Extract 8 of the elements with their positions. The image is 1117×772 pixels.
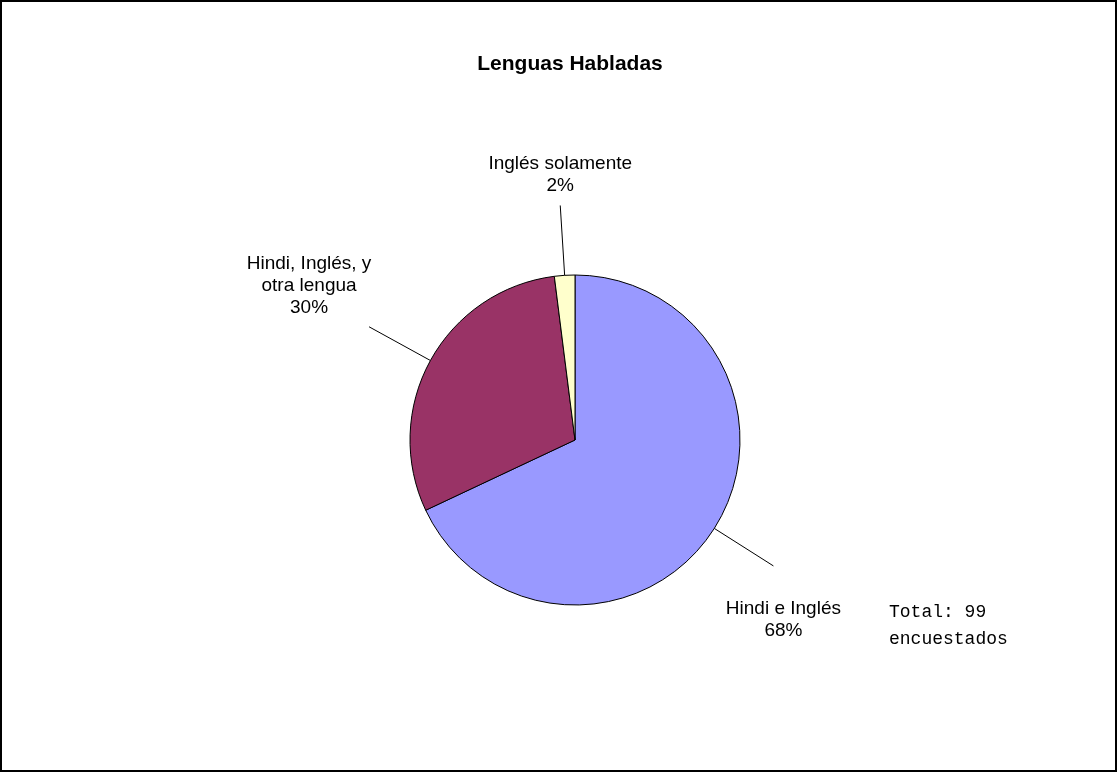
data-label: 68% xyxy=(764,618,803,640)
chart-title: Lenguas Habladas xyxy=(477,51,663,74)
data-label: 30% xyxy=(290,295,329,317)
slice-label: Hindi e Inglés xyxy=(725,596,841,618)
slice-label: Inglés solamente xyxy=(488,152,633,174)
slice-label: Hindi, Inglés, y otra lengua xyxy=(246,251,372,295)
data-label: 2% xyxy=(546,174,575,196)
text: Total: 99 encuestados xyxy=(889,602,1008,649)
